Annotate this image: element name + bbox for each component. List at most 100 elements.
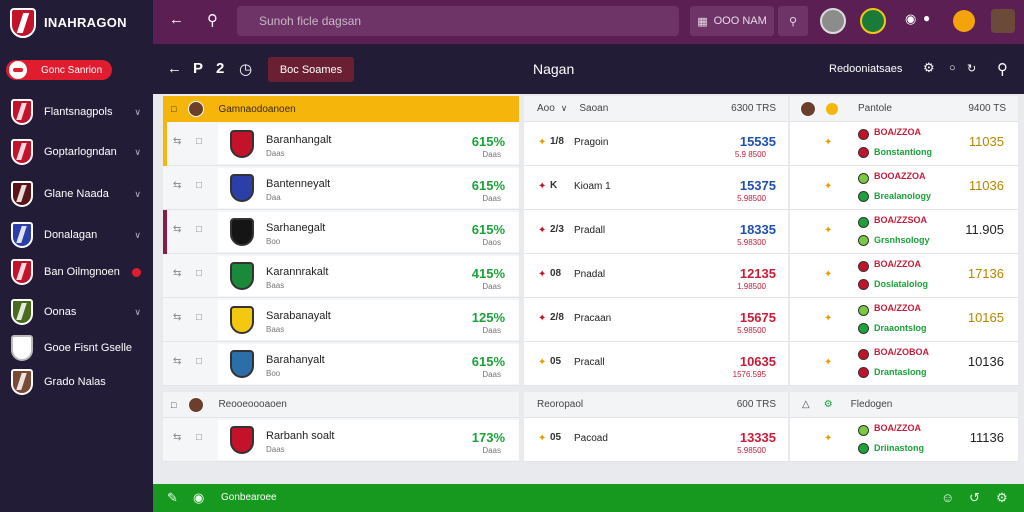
- clock-icon[interactable]: ◷: [239, 61, 253, 78]
- matches-section2-header[interactable]: Reoropaol 600 TRS: [524, 392, 788, 418]
- link-icon[interactable]: ⇆: [173, 432, 182, 443]
- match-row[interactable]: ✦ 05 Pacoad 13335 5.98500: [524, 418, 788, 462]
- sidebar-item[interactable]: Grado Nalas: [0, 364, 153, 400]
- team-row[interactable]: ⇆ □ Barahanyalt Boo 615% Daas: [163, 342, 519, 386]
- arrow-left-icon[interactable]: ←: [169, 11, 184, 28]
- prediction-row[interactable]: ✦ BOA/ZZOA Doslatalolog 17136: [790, 254, 1018, 298]
- share-icon[interactable]: ↺: [969, 490, 980, 505]
- match-row[interactable]: ✦ 05 Pracall 10635 1576.595: [524, 342, 788, 386]
- match-icon: ✦: [538, 313, 547, 324]
- link-icon[interactable]: ⇆: [173, 180, 182, 191]
- search-field[interactable]: [237, 6, 679, 36]
- match-odds-sub: 5.98300: [737, 238, 766, 247]
- team-card[interactable]: Bantenneyalt Daa 615% Daas: [218, 168, 519, 208]
- team-percentage: 615%: [471, 222, 505, 237]
- match-row[interactable]: ✦ 1/8 Pragoin 15535 5.9 8500: [524, 122, 788, 166]
- two-glyph[interactable]: 2: [216, 60, 225, 77]
- match-row[interactable]: ✦ K Kioam 1 15375 5.98500: [524, 166, 788, 210]
- team-row[interactable]: ⇆ □ Sarhanegalt Boo 615% Daos: [163, 210, 519, 254]
- coin-icon[interactable]: [953, 10, 975, 32]
- link-icon[interactable]: ⇆: [173, 268, 182, 279]
- info-icon[interactable]: □: [196, 136, 203, 147]
- team-row[interactable]: ⇆ □ Rarbanh soalt Daas 173% Daas: [163, 418, 519, 462]
- search-icon[interactable]: ⚲: [997, 61, 1008, 78]
- matches-header[interactable]: Aoo ∨ Saoan 6300 TRS: [524, 96, 788, 122]
- team-row[interactable]: ⇆ □ Sarabanayalt Baas 125% Daas: [163, 298, 519, 342]
- team-row[interactable]: ⇆ □ Bantenneyalt Daa 615% Daas: [163, 166, 519, 210]
- team-card[interactable]: Barahanyalt Boo 615% Daas: [218, 344, 519, 384]
- teams-section2-header[interactable]: □ Reooeoooaoen: [163, 392, 519, 418]
- search-button[interactable]: ⚲: [778, 6, 808, 36]
- shield-icon[interactable]: [860, 8, 886, 34]
- sidebar-item-label: Donalagan: [44, 229, 98, 241]
- grid-icon: ▦: [697, 15, 708, 28]
- teams-header[interactable]: □ Gamnaodoanoen: [163, 96, 519, 122]
- lead-icon: ✦: [824, 269, 833, 280]
- sidebar-item[interactable]: Ban Oilmgnoen: [0, 254, 153, 290]
- info-icon[interactable]: □: [196, 224, 203, 235]
- gear-icon: ⚙: [823, 399, 833, 410]
- info-icon[interactable]: □: [196, 180, 203, 191]
- prediction-row[interactable]: ✦ BOA/ZZOA Bonstantiong 11035: [790, 122, 1018, 166]
- search-input[interactable]: [237, 6, 679, 36]
- predictions-header[interactable]: Pantole 9400 TS: [790, 96, 1018, 122]
- prediction-line-2: Brealanology: [874, 191, 932, 201]
- team-name: Karannrakalt: [266, 266, 329, 278]
- bell-icon[interactable]: ●: [923, 11, 931, 25]
- prediction-row[interactable]: ✦ BOA/ZZOA Draaontslog 10165: [790, 298, 1018, 342]
- match-number: 2/8: [550, 312, 564, 323]
- avatar[interactable]: [991, 9, 1015, 33]
- chat-icon[interactable]: ◉: [193, 490, 205, 505]
- back-arrow-icon[interactable]: ←: [167, 60, 182, 77]
- promo-button[interactable]: Gonc Sanrion: [6, 60, 112, 80]
- sidebar-item[interactable]: Flantsnagpols ∨: [0, 94, 153, 130]
- link-icon[interactable]: ⇆: [173, 224, 182, 235]
- club-badge-icon[interactable]: [820, 8, 846, 34]
- match-number: 08: [550, 268, 562, 279]
- info-icon[interactable]: □: [196, 432, 203, 443]
- match-row[interactable]: ✦ 2/8 Pracaan 15675 5.98500: [524, 298, 788, 342]
- filter-button[interactable]: ▦ OOO NAM: [690, 6, 774, 36]
- team-row[interactable]: ⇆ □ Baranhangalt Daas 615% Daas: [163, 122, 519, 166]
- toggle-icon[interactable]: ○: [949, 62, 956, 74]
- search-icon[interactable]: ⚲: [207, 12, 218, 29]
- refresh-icon[interactable]: ↻: [967, 63, 977, 75]
- team-card[interactable]: Rarbanh soalt Daas 173% Daas: [218, 420, 519, 460]
- toggle-icon[interactable]: ◉: [905, 11, 917, 26]
- match-odds-sub: 5.98500: [737, 326, 766, 335]
- prediction-row[interactable]: ✦ BOOAZZOA Brealanology 11036: [790, 166, 1018, 210]
- match-row[interactable]: ✦ 2/3 Pradall 18335 5.98300: [524, 210, 788, 254]
- sidebar-item[interactable]: Oonas ∨: [0, 294, 153, 330]
- edit-icon[interactable]: ✎: [167, 490, 178, 505]
- brand-logo[interactable]: [10, 8, 36, 38]
- team-sub: Boo: [266, 237, 281, 246]
- sidebar-item[interactable]: Goptarlogndan ∨: [0, 134, 153, 170]
- team-card[interactable]: Sarhanegalt Boo 615% Daos: [218, 212, 519, 252]
- lead-icon: ✦: [824, 181, 833, 192]
- team-card[interactable]: Sarabanayalt Baas 125% Daas: [218, 300, 519, 340]
- info-icon[interactable]: □: [196, 268, 203, 279]
- team-row[interactable]: ⇆ □ Karannrakalt Baas 415% Daas: [163, 254, 519, 298]
- prediction-row[interactable]: ✦ BOA/ZZOA Driinastong 11136: [790, 418, 1018, 462]
- info-icon[interactable]: □: [196, 356, 203, 367]
- link-icon[interactable]: ⇆: [173, 356, 182, 367]
- prediction-row[interactable]: ✦ BOA/ZOBOA Drantaslong 10136: [790, 342, 1018, 386]
- info-icon[interactable]: □: [196, 312, 203, 323]
- p-glyph[interactable]: P: [193, 60, 204, 77]
- right-label[interactable]: Redooniatsaes: [829, 63, 903, 75]
- settings-icon[interactable]: ⚙: [996, 490, 1008, 505]
- match-row[interactable]: ✦ 08 Pnadal 12135 1.98500: [524, 254, 788, 298]
- predictions-section2-header[interactable]: △ ⚙ Fledogen: [790, 392, 1018, 418]
- sidebar-item[interactable]: Donalagan ∨: [0, 217, 153, 253]
- link-icon[interactable]: ⇆: [173, 136, 182, 147]
- link-icon[interactable]: ⇆: [173, 312, 182, 323]
- team-card[interactable]: Baranhangalt Daas 615% Daas: [218, 124, 519, 164]
- sidebar-item[interactable]: Glane Naada ∨: [0, 176, 153, 212]
- team-dot-icon: [858, 235, 869, 246]
- team-card[interactable]: Karannrakalt Baas 415% Daas: [218, 256, 519, 296]
- prediction-row[interactable]: ✦ BOA/ZZSOA Grsnhsology 11.905: [790, 210, 1018, 254]
- smile-icon[interactable]: ☺: [941, 490, 955, 505]
- bets-button[interactable]: Boc Soames: [268, 57, 354, 82]
- settings-icon[interactable]: ⚙: [923, 60, 935, 75]
- sidebar-item[interactable]: Gooe Fisnt Gselle: [0, 330, 153, 366]
